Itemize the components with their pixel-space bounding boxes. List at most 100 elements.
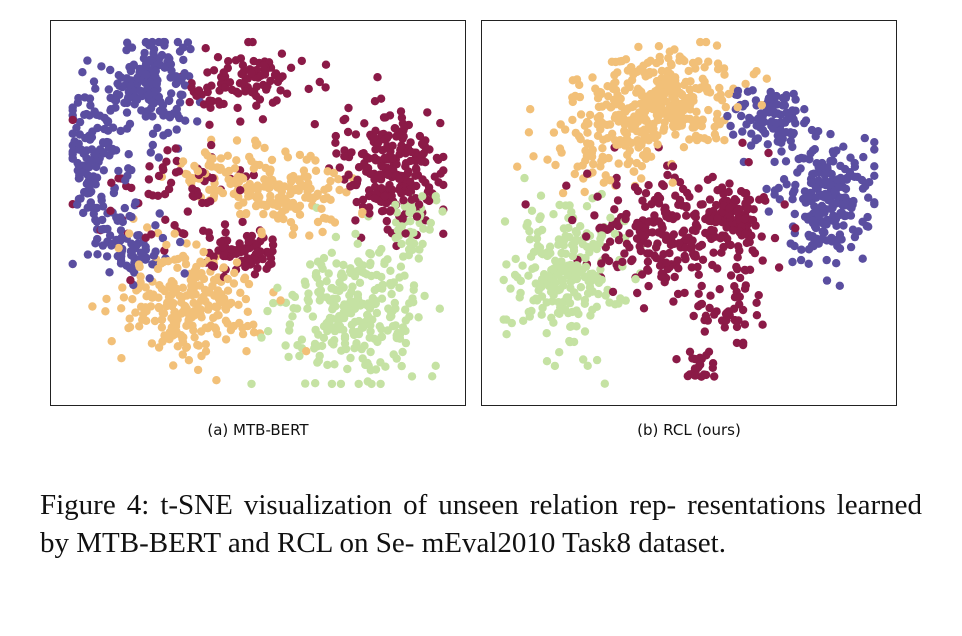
scatter-point-purple bbox=[151, 221, 160, 230]
scatter-point-green bbox=[306, 260, 315, 269]
scatter-point-maroon bbox=[171, 144, 180, 153]
scatter-point-green bbox=[331, 232, 341, 242]
scatter-point-green bbox=[572, 261, 581, 270]
scatter-point-maroon bbox=[276, 86, 285, 95]
scatter-point-maroon bbox=[748, 215, 758, 225]
scatter-point-green bbox=[355, 258, 364, 268]
scatter-point-green bbox=[566, 322, 575, 331]
scatter-point-orange bbox=[654, 42, 664, 51]
scatter-point-maroon bbox=[730, 282, 739, 291]
scatter-point-purple bbox=[106, 65, 115, 75]
scatter-point-maroon bbox=[224, 57, 233, 66]
scatter-point-orange bbox=[199, 292, 208, 301]
scatter-point-maroon bbox=[185, 97, 194, 107]
scatter-point-orange bbox=[585, 110, 595, 120]
scatter-plot-rcl bbox=[499, 37, 879, 388]
scatter-point-maroon bbox=[644, 266, 653, 275]
scatter-point-maroon bbox=[644, 181, 653, 190]
scatter-point-orange bbox=[681, 103, 690, 113]
scatter-point-maroon bbox=[208, 173, 217, 183]
scatter-point-purple bbox=[770, 190, 779, 199]
scatter-point-green bbox=[295, 351, 304, 361]
scatter-point-maroon bbox=[745, 237, 754, 247]
scatter-point-orange bbox=[311, 166, 321, 175]
scatter-point-purple bbox=[102, 252, 112, 261]
scatter-point-maroon bbox=[404, 188, 414, 197]
scatter-point-purple bbox=[850, 172, 859, 181]
scatter-point-purple bbox=[778, 93, 788, 103]
scatter-point-maroon bbox=[682, 211, 691, 220]
scatter-point-orange bbox=[219, 263, 228, 272]
scatter-point-green bbox=[542, 329, 551, 338]
scatter-point-orange bbox=[199, 247, 208, 257]
scatter-point-maroon bbox=[613, 196, 623, 205]
scatter-point-orange bbox=[717, 96, 727, 105]
scatter-point-maroon bbox=[750, 248, 760, 258]
scatter-point-orange bbox=[575, 80, 584, 90]
scatter-point-orange bbox=[637, 87, 646, 97]
scatter-point-green bbox=[597, 231, 606, 240]
scatter-point-orange bbox=[159, 257, 169, 266]
scatter-point-orange bbox=[570, 169, 579, 179]
scatter-point-purple bbox=[791, 180, 800, 190]
scatter-point-maroon bbox=[694, 184, 703, 193]
scatter-point-maroon bbox=[741, 266, 750, 275]
scatter-point-maroon bbox=[680, 288, 689, 298]
scatter-point-purple bbox=[799, 194, 808, 204]
scatter-point-green bbox=[339, 302, 348, 311]
scatter-point-maroon bbox=[219, 68, 228, 77]
scatter-point-orange bbox=[249, 164, 258, 173]
scatter-point-maroon bbox=[791, 224, 800, 233]
scatter-point-orange bbox=[324, 183, 333, 193]
scatter-point-orange bbox=[281, 147, 290, 156]
scatter-point-maroon bbox=[344, 170, 353, 179]
scatter-point-orange bbox=[602, 100, 611, 109]
scatter-point-green bbox=[381, 362, 390, 371]
scatter-point-orange bbox=[198, 259, 207, 268]
scatter-point-green bbox=[386, 279, 395, 288]
scatter-point-green bbox=[559, 224, 569, 233]
scatter-point-maroon bbox=[351, 216, 360, 225]
scatter-point-maroon bbox=[644, 281, 653, 291]
scatter-point-green bbox=[317, 260, 326, 270]
scatter-point-maroon bbox=[201, 44, 210, 53]
scatter-point-purple bbox=[85, 94, 95, 103]
scatter-point-purple bbox=[791, 95, 800, 104]
scatter-point-orange bbox=[183, 170, 192, 179]
scatter-point-maroon bbox=[568, 215, 577, 225]
scatter-point-orange bbox=[568, 115, 577, 125]
scatter-point-maroon bbox=[233, 103, 242, 113]
scatter-point-green bbox=[370, 334, 379, 343]
scatter-point-maroon bbox=[391, 124, 400, 133]
scatter-point-orange bbox=[304, 179, 313, 188]
scatter-point-maroon bbox=[266, 254, 276, 263]
scatter-point-purple bbox=[777, 138, 786, 147]
scatter-point-green bbox=[520, 173, 529, 183]
scatter-point-orange bbox=[694, 57, 703, 66]
scatter-point-purple bbox=[105, 268, 114, 277]
scatter-point-green bbox=[395, 283, 404, 292]
scatter-point-green bbox=[322, 277, 331, 286]
scatter-point-maroon bbox=[696, 360, 705, 369]
scatter-point-green bbox=[606, 213, 615, 222]
scatter-point-orange bbox=[587, 152, 597, 161]
scatter-point-maroon bbox=[628, 255, 637, 264]
scatter-point-purple bbox=[786, 239, 795, 248]
scatter-point-maroon bbox=[726, 271, 736, 280]
scatter-point-orange bbox=[267, 155, 277, 165]
scatter-point-green bbox=[366, 327, 375, 336]
scatter-point-purple bbox=[733, 86, 743, 96]
scatter-point-orange bbox=[599, 178, 608, 187]
scatter-point-green bbox=[386, 266, 395, 275]
scatter-point-purple bbox=[828, 147, 838, 156]
scatter-point-orange bbox=[278, 207, 287, 216]
scatter-point-orange bbox=[184, 356, 194, 365]
scatter-point-purple bbox=[762, 184, 771, 194]
scatter-point-maroon bbox=[258, 115, 268, 124]
scatter-point-orange bbox=[213, 329, 222, 339]
scatter-point-green bbox=[401, 305, 410, 314]
scatter-point-orange bbox=[232, 136, 242, 145]
scatter-point-orange bbox=[762, 74, 771, 83]
scatter-point-purple bbox=[132, 95, 142, 105]
scatter-point-orange bbox=[218, 188, 228, 198]
